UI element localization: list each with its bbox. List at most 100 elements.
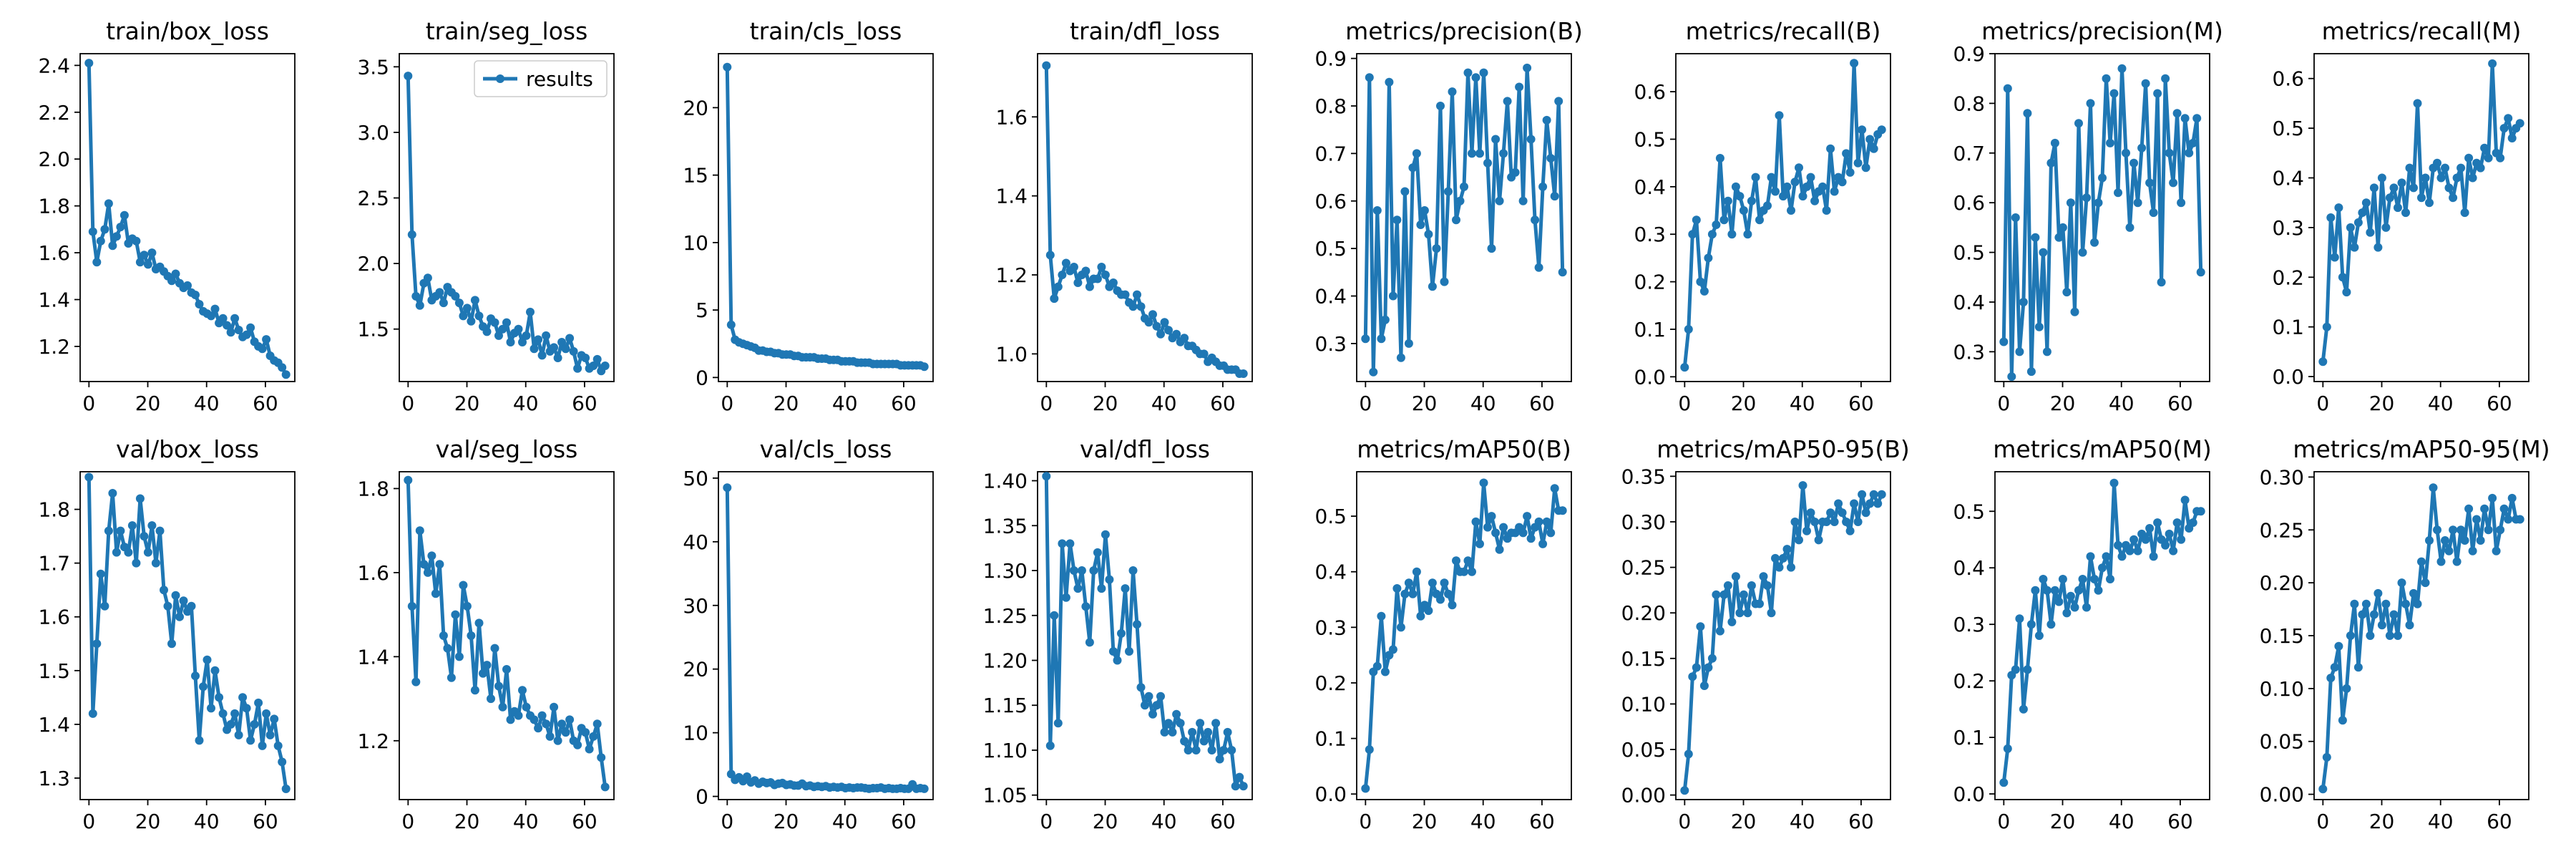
data-point — [1550, 192, 1559, 201]
x-tick-label: 20 — [774, 810, 799, 833]
data-point — [557, 719, 567, 729]
data-point — [234, 730, 243, 739]
x-tick-label: 40 — [1470, 810, 1496, 833]
data-point — [1093, 548, 1102, 557]
data-point — [1869, 490, 1878, 499]
data-point — [1795, 535, 1803, 545]
legend: results — [474, 60, 608, 97]
data-point — [1699, 681, 1709, 690]
data-point — [124, 548, 133, 557]
x-tick-label: 60 — [891, 810, 917, 833]
y-tick-label: 0.15 — [2260, 624, 2304, 648]
data-point — [1180, 334, 1189, 343]
data-point — [534, 335, 543, 344]
data-point — [278, 363, 287, 372]
data-point — [2464, 504, 2474, 513]
data-point — [1842, 149, 1851, 158]
data-point — [2015, 347, 2024, 356]
data-point — [2444, 183, 2454, 193]
y-tick-label: 1.2 — [995, 263, 1028, 287]
data-point — [1199, 349, 1209, 359]
data-point — [482, 327, 492, 336]
data-point — [1058, 539, 1067, 548]
data-point — [88, 709, 97, 718]
data-point — [1136, 302, 1146, 311]
data-point — [490, 318, 499, 327]
data-point — [167, 639, 176, 649]
y-tick-label: 1.25 — [983, 604, 1028, 628]
data-point — [1558, 268, 1567, 277]
y-tick-label: 1.20 — [983, 649, 1028, 673]
data-point — [108, 489, 117, 498]
data-point — [1692, 215, 1701, 225]
data-point — [2499, 124, 2509, 133]
y-tick-label: 1.6 — [995, 105, 1028, 129]
y-tick-label: 2.0 — [38, 147, 70, 171]
data-point — [1723, 196, 1732, 205]
x-tick-label: 20 — [2369, 392, 2395, 415]
data-point — [1424, 606, 1433, 616]
y-tick-label: 1.10 — [983, 739, 1028, 762]
data-point — [573, 364, 582, 373]
data-point — [2358, 610, 2367, 619]
data-point — [2015, 614, 2024, 623]
data-point — [1688, 230, 1697, 239]
plot-frame — [1037, 471, 1253, 800]
data-point — [1546, 154, 1556, 162]
data-point — [1408, 163, 1418, 173]
y-tick-label: 30 — [683, 594, 708, 618]
data-point — [1452, 215, 1460, 225]
data-point — [1696, 277, 1705, 286]
data-point — [1491, 135, 1501, 144]
x-tick-label: 40 — [1790, 392, 1815, 415]
data-point — [1767, 173, 1776, 182]
data-point — [96, 569, 105, 578]
data-point — [1715, 626, 1724, 636]
data-point — [542, 331, 551, 340]
data-point — [2102, 552, 2111, 561]
data-point — [2417, 193, 2426, 203]
data-point — [1160, 318, 1169, 327]
data-point — [1069, 263, 1078, 271]
plot-frame — [1037, 53, 1253, 382]
y-tick-label: 0.25 — [1621, 556, 1666, 580]
subplot: metrics/mAP50-95(M) 0 20 40 60 0.00 0.05 0.10 0.… — [2260, 435, 2550, 833]
data-point — [1704, 663, 1713, 672]
data-point — [108, 241, 117, 251]
data-point — [1680, 786, 1689, 795]
data-point — [1826, 144, 1835, 153]
y-tick-label: 1.2 — [38, 335, 70, 359]
data-point — [278, 757, 287, 767]
subplot-title: metrics/mAP50-95(M) — [2293, 435, 2550, 463]
data-point — [2058, 223, 2067, 232]
subplot-title: val/cls_loss — [760, 435, 892, 463]
data-point — [84, 59, 94, 68]
data-point — [1191, 746, 1201, 754]
data-point — [1416, 220, 1425, 229]
data-point — [2165, 148, 2174, 157]
data-point — [1058, 271, 1067, 279]
data-point — [1775, 563, 1784, 572]
x-tick-label: 20 — [454, 392, 480, 415]
data-point — [2145, 178, 2155, 188]
subplot-title: metrics/mAP50-95(B) — [1657, 435, 1909, 463]
data-point — [2322, 752, 2331, 762]
data-point — [1499, 149, 1508, 158]
data-point — [1838, 178, 1847, 187]
data-point — [569, 346, 578, 356]
data-point — [2149, 208, 2158, 218]
data-point — [1448, 601, 1457, 610]
y-tick-label: 0.4 — [1634, 175, 1666, 199]
y-tick-label: 0.8 — [1953, 92, 1985, 115]
x-tick-label: 60 — [1848, 392, 1874, 415]
x-tick-label: 60 — [1529, 810, 1555, 833]
data-point — [2082, 193, 2091, 203]
subplot-title: train/box_loss — [106, 17, 269, 45]
data-point — [1731, 182, 1740, 191]
data-point — [1858, 490, 1867, 499]
data-point — [407, 601, 416, 611]
data-point — [1853, 158, 1863, 168]
x-tick-label: 0 — [401, 810, 414, 833]
subplot-title: train/dfl_loss — [1070, 17, 1220, 45]
data-point — [1361, 784, 1370, 793]
